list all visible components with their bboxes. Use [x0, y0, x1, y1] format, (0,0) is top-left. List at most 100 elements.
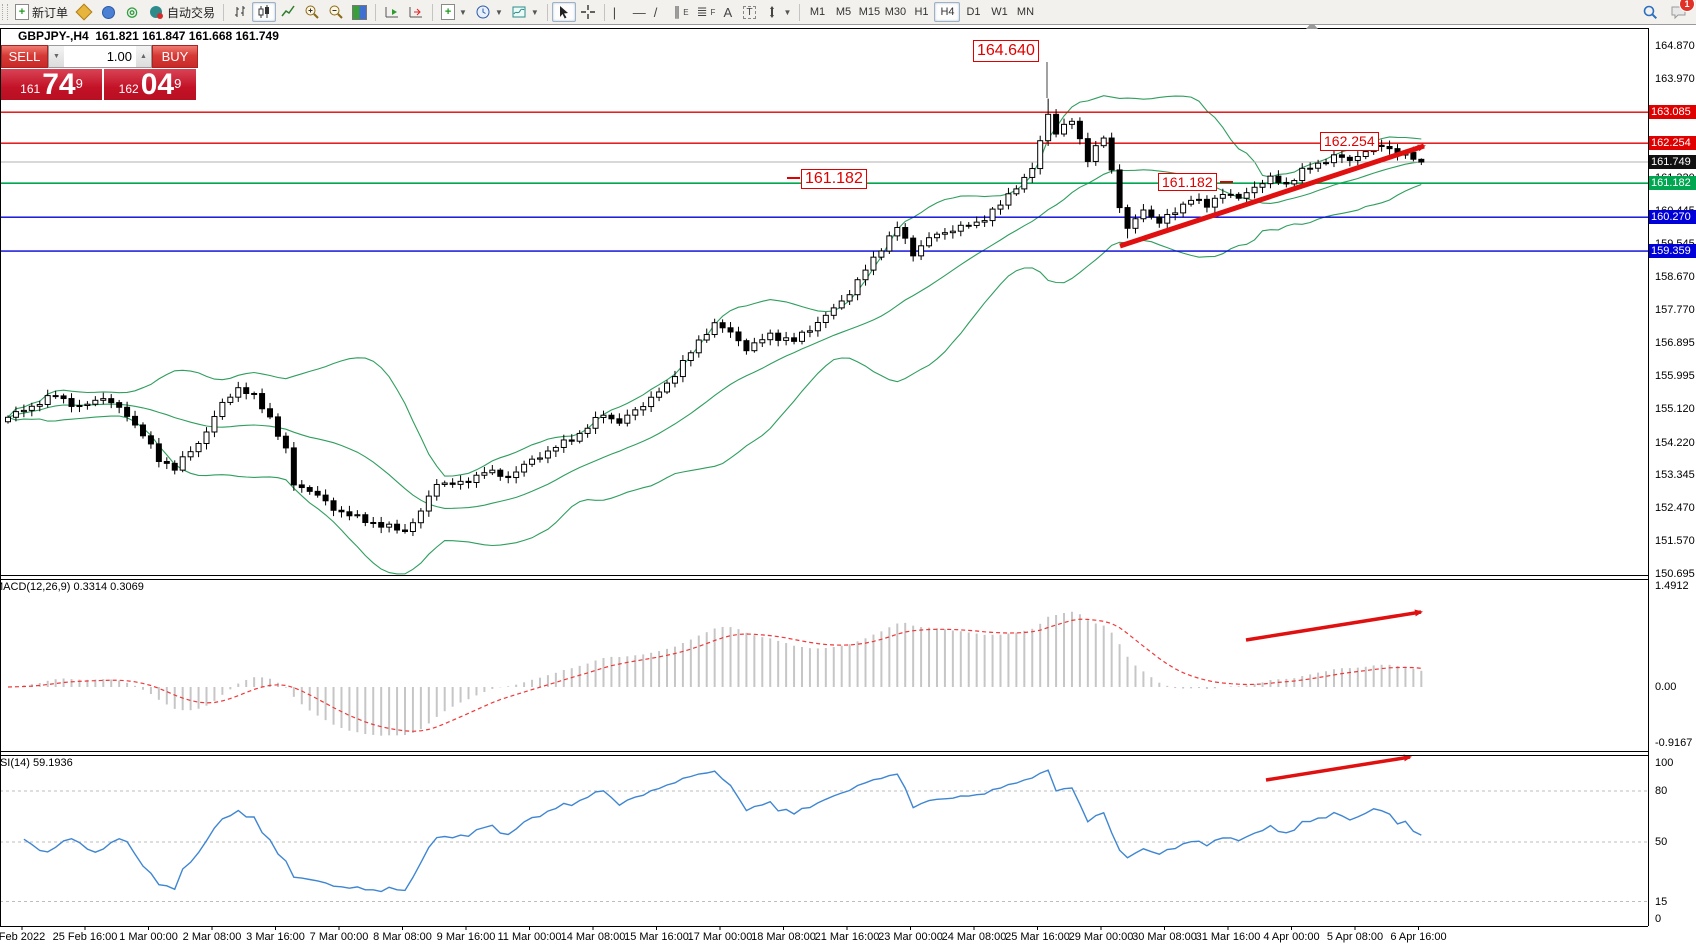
tf-M5[interactable]: M5	[830, 2, 856, 22]
price-annotation-high[interactable]: 164.640	[973, 40, 1039, 62]
price-annotation-resistance[interactable]: 162.254	[1320, 132, 1379, 151]
candle-body	[1140, 209, 1147, 220]
auto-scroll-button[interactable]	[380, 2, 404, 22]
candle-body	[783, 337, 790, 341]
horizontal-line-button[interactable]: —	[629, 2, 650, 22]
time-axis-label: Feb 2022	[0, 931, 46, 943]
tf-M1[interactable]: M1	[804, 2, 830, 22]
chevron-down-icon: ▼	[783, 7, 792, 17]
community-button[interactable]	[96, 2, 120, 22]
metaeditor-button[interactable]	[72, 2, 96, 22]
text-button[interactable]: A	[719, 2, 739, 22]
candle-body	[711, 322, 718, 336]
trend-arrow-macd	[1245, 609, 1423, 642]
candle-body	[1053, 113, 1060, 135]
zoom-out-button[interactable]	[324, 2, 348, 22]
toolbar-grip[interactable]	[2, 4, 8, 20]
community-icon	[101, 5, 115, 19]
candle-body	[36, 403, 43, 407]
signals-button[interactable]: ◎	[120, 2, 144, 22]
buy-price-tile[interactable]: 162 04 9	[104, 69, 196, 100]
fibonacci-button[interactable]: ≣ F	[693, 2, 720, 22]
tf-W1[interactable]: W1	[986, 2, 1012, 22]
templates-button[interactable]: ▼	[507, 2, 543, 22]
candle-body	[187, 451, 194, 458]
candle-body	[640, 406, 647, 411]
line-chart-button[interactable]	[276, 2, 300, 22]
candle-body	[76, 405, 83, 408]
candle-body	[1346, 156, 1353, 161]
candle-body	[536, 457, 543, 460]
price-annotation-support-2[interactable]: 161.182	[1158, 173, 1217, 191]
text-icon: A	[723, 4, 733, 20]
buy-button[interactable]: BUY	[152, 45, 198, 68]
tile-windows-button[interactable]	[348, 2, 371, 22]
tf-H1[interactable]: H1	[908, 2, 934, 22]
candle-body	[1323, 162, 1330, 165]
candle-body	[251, 392, 258, 395]
vertical-line-button[interactable]: |	[609, 2, 629, 22]
candle-body	[695, 339, 702, 354]
toolbar-separator	[603, 3, 605, 21]
chart-shift-button[interactable]	[404, 2, 428, 22]
macd-scale-tick: 1.4912	[1655, 580, 1689, 593]
notifications-button[interactable]: 1	[1666, 0, 1695, 22]
volume-stepper: ▼ 1.00 ▲	[48, 45, 152, 68]
toolbar-separator	[375, 3, 377, 21]
new-order-button[interactable]: + 新订单	[11, 2, 72, 22]
indicators-button[interactable]: + ▼	[437, 2, 471, 22]
candle-body	[1100, 137, 1107, 147]
tf-M15[interactable]: M15	[856, 2, 882, 22]
channel-button[interactable]: ∥ E	[670, 2, 693, 22]
sell-price-prefix: 161	[20, 82, 41, 96]
price-tick: 152.470	[1655, 501, 1695, 514]
chevron-down-icon: ▼	[530, 7, 539, 17]
sell-button[interactable]: SELL	[1, 45, 48, 68]
bar-chart-button[interactable]	[228, 2, 252, 22]
chart-shift-marker[interactable]	[1306, 22, 1318, 29]
candle-body	[1108, 137, 1115, 171]
cursor-button[interactable]	[551, 2, 576, 22]
macd-indicator-label: MACD(12,26,9) 0.3314 0.3069	[0, 581, 144, 593]
zoom-in-button[interactable]	[300, 2, 324, 22]
candle-body	[1299, 167, 1306, 182]
candle-body	[814, 321, 821, 332]
candlestick-chart-button[interactable]	[252, 2, 277, 22]
arrows-button[interactable]: ▼	[760, 2, 796, 22]
candle-body	[1251, 186, 1258, 194]
candle-body	[1378, 144, 1385, 147]
candle-body	[1219, 193, 1226, 199]
price-tick: 153.345	[1655, 469, 1695, 482]
auto-trading-button[interactable]: 自动交易	[144, 2, 219, 22]
price-annotation-support-1[interactable]: 161.182	[801, 169, 867, 189]
volume-input[interactable]: 1.00	[106, 49, 132, 64]
candle-body	[243, 387, 250, 394]
time-axis-label: 2 Mar 08:00	[182, 931, 242, 943]
candle-body	[1362, 151, 1369, 158]
tf-M30[interactable]: M30	[882, 2, 908, 22]
rsi-scale-tick: 15	[1655, 895, 1668, 908]
candle-body	[44, 395, 51, 405]
bollinger-upper-band	[7, 95, 1422, 477]
candle-body	[1354, 156, 1361, 161]
sell-price-tile[interactable]: 161 74 9	[1, 69, 102, 100]
candle-body	[322, 494, 329, 502]
line-chart-icon	[281, 5, 295, 17]
price-tick: 151.570	[1655, 535, 1695, 548]
trendline-button[interactable]: /	[650, 2, 670, 22]
label-button[interactable]: T	[739, 2, 759, 22]
search-button[interactable]	[1638, 2, 1662, 22]
candle-body	[862, 269, 869, 281]
tf-D1[interactable]: D1	[960, 2, 986, 22]
metaeditor-icon	[75, 3, 93, 21]
tf-H4[interactable]: H4	[934, 2, 961, 22]
tf-MN[interactable]: MN	[1012, 2, 1038, 22]
volume-decrease-button[interactable]: ▼	[49, 46, 64, 67]
crosshair-button[interactable]	[576, 2, 600, 22]
price-axis[interactable]: 164.870163.970163.070162.170161.320160.4…	[1649, 24, 1696, 926]
volume-increase-button[interactable]: ▲	[136, 46, 151, 67]
rsi-scale-tick: 50	[1655, 836, 1668, 848]
periods-button[interactable]: ▼	[471, 2, 507, 22]
